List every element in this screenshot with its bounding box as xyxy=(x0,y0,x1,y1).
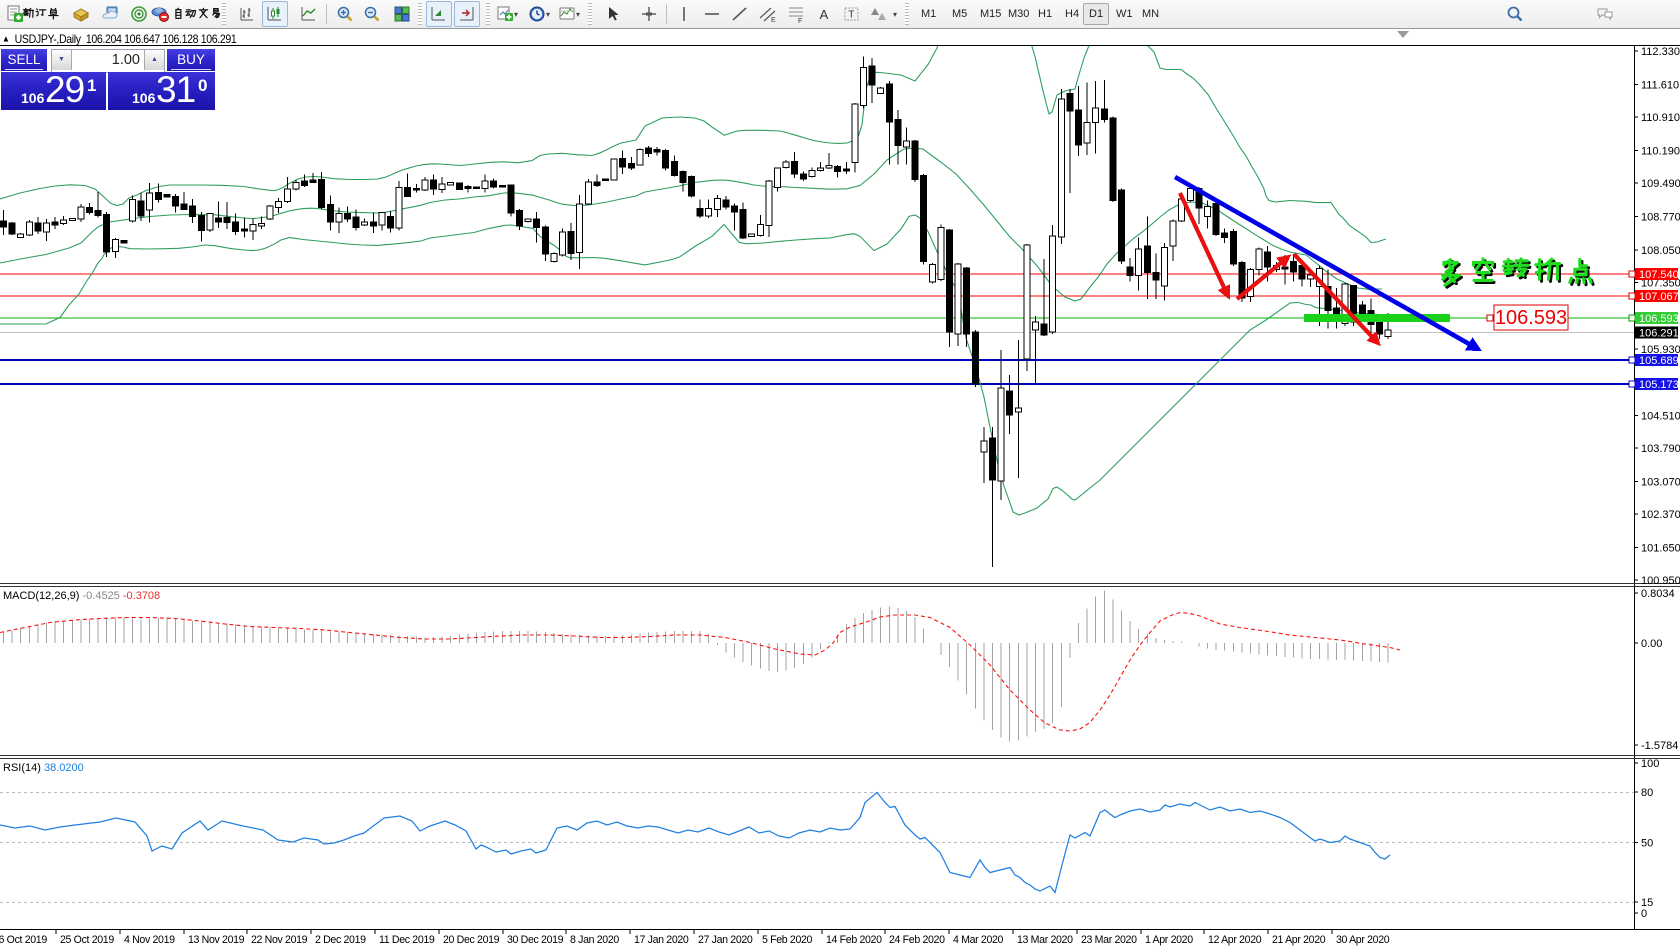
svg-text:105.689: 105.689 xyxy=(1639,355,1679,367)
svg-text:108.050: 108.050 xyxy=(1641,245,1680,257)
svg-text:102.370: 102.370 xyxy=(1641,509,1680,521)
svg-text:RSI(14) 38.0200: RSI(14) 38.0200 xyxy=(3,762,84,774)
svg-text:110.190: 110.190 xyxy=(1641,146,1680,158)
svg-text:12 Apr 2020: 12 Apr 2020 xyxy=(1208,934,1262,946)
svg-text:24 Feb 2020: 24 Feb 2020 xyxy=(889,934,945,946)
svg-text:13 Mar 2020: 13 Mar 2020 xyxy=(1017,934,1073,946)
svg-text:104.510: 104.510 xyxy=(1641,411,1680,423)
svg-text:112.330: 112.330 xyxy=(1641,46,1680,58)
svg-text:30 Dec 2019: 30 Dec 2019 xyxy=(507,934,564,946)
svg-text:8 Jan 2020: 8 Jan 2020 xyxy=(570,934,619,946)
svg-text:0.8034: 0.8034 xyxy=(1641,588,1675,600)
svg-text:15: 15 xyxy=(1641,897,1653,909)
svg-text:2 Dec 2019: 2 Dec 2019 xyxy=(315,934,366,946)
svg-text:101.650: 101.650 xyxy=(1641,543,1680,555)
svg-text:20 Dec 2019: 20 Dec 2019 xyxy=(443,934,500,946)
svg-text:110.910: 110.910 xyxy=(1641,112,1680,124)
svg-text:80: 80 xyxy=(1641,787,1653,799)
svg-text:22 Nov 2019: 22 Nov 2019 xyxy=(251,934,308,946)
svg-text:103.070: 103.070 xyxy=(1641,477,1680,489)
svg-text:106.593: 106.593 xyxy=(1495,307,1567,329)
svg-text:T: T xyxy=(848,10,854,21)
svg-text:17 Jan 2020: 17 Jan 2020 xyxy=(634,934,689,946)
svg-text:E: E xyxy=(771,17,776,24)
svg-text:-1.5784: -1.5784 xyxy=(1641,740,1678,752)
svg-text:21 Apr 2020: 21 Apr 2020 xyxy=(1272,934,1326,946)
svg-text:107.350: 107.350 xyxy=(1641,278,1680,290)
svg-text:103.790: 103.790 xyxy=(1641,443,1680,455)
svg-text:27 Jan 2020: 27 Jan 2020 xyxy=(698,934,753,946)
svg-text:25 Oct 2019: 25 Oct 2019 xyxy=(60,934,114,946)
svg-text:100: 100 xyxy=(1641,758,1659,770)
svg-text:105.930: 105.930 xyxy=(1641,344,1680,356)
svg-text:109.490: 109.490 xyxy=(1641,178,1680,190)
svg-text:50: 50 xyxy=(1641,838,1653,850)
svg-text:4 Nov 2019: 4 Nov 2019 xyxy=(124,934,175,946)
svg-text:14 Feb 2020: 14 Feb 2020 xyxy=(826,934,882,946)
svg-text:5 Feb 2020: 5 Feb 2020 xyxy=(762,934,813,946)
svg-text:4 Mar 2020: 4 Mar 2020 xyxy=(953,934,1004,946)
svg-text:13 Nov 2019: 13 Nov 2019 xyxy=(188,934,245,946)
svg-text:100.950: 100.950 xyxy=(1641,575,1680,587)
svg-text:105.173: 105.173 xyxy=(1639,379,1679,391)
svg-text:MACD(12,26,9) -0.4525 -0.3708: MACD(12,26,9) -0.4525 -0.3708 xyxy=(3,590,160,602)
svg-text:108.770: 108.770 xyxy=(1641,212,1680,224)
svg-text:111.610: 111.610 xyxy=(1641,80,1679,92)
svg-text:0.00: 0.00 xyxy=(1641,638,1662,650)
svg-text:107.067: 107.067 xyxy=(1639,291,1679,303)
svg-text:107.540: 107.540 xyxy=(1639,269,1679,281)
svg-text:11 Dec 2019: 11 Dec 2019 xyxy=(379,934,435,946)
svg-text:30 Apr 2020: 30 Apr 2020 xyxy=(1336,934,1390,946)
svg-text:16 Oct 2019: 16 Oct 2019 xyxy=(0,934,47,946)
svg-text:0: 0 xyxy=(1641,908,1647,920)
svg-text:1 Apr 2020: 1 Apr 2020 xyxy=(1145,934,1193,946)
svg-text:106.593: 106.593 xyxy=(1639,313,1679,325)
svg-text:106.291: 106.291 xyxy=(1639,328,1679,340)
svg-text:F: F xyxy=(798,18,802,24)
svg-text:23 Mar 2020: 23 Mar 2020 xyxy=(1081,934,1137,946)
